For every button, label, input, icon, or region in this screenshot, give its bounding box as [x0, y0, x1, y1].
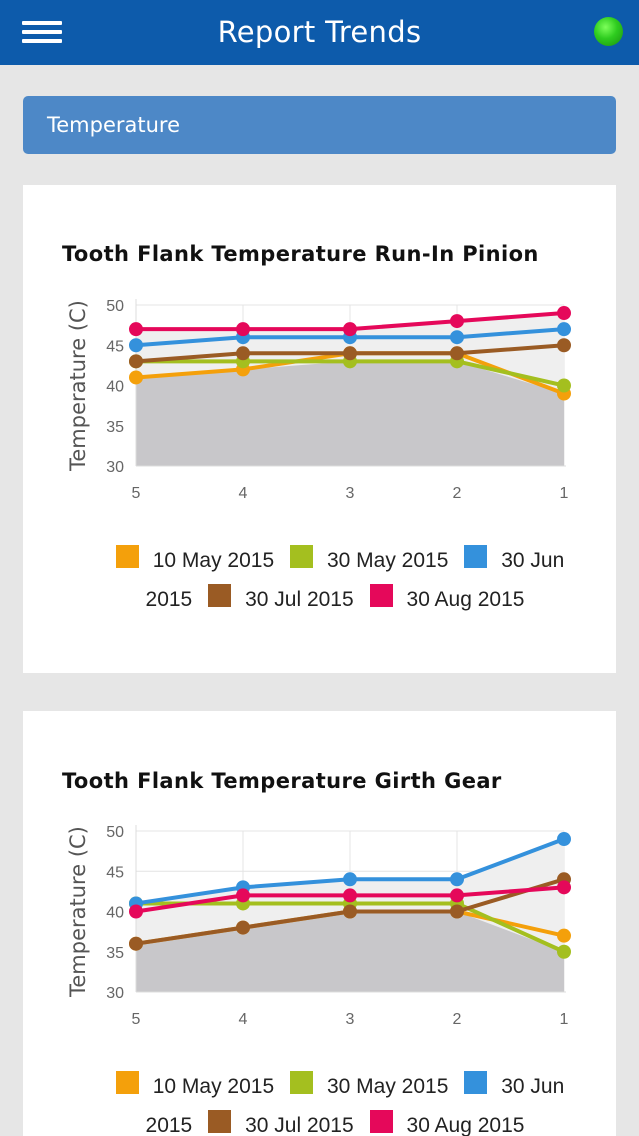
x-tick-label: 3	[346, 485, 355, 502]
data-point	[557, 944, 571, 959]
line-chart-run-in-pinion: 30 35 40 45 50 5 4 3 2 1 Temperature (C)	[66, 298, 571, 502]
data-point	[450, 904, 464, 919]
legend-item[interactable]: 10 May 2015	[106, 545, 275, 572]
data-point	[450, 346, 464, 361]
x-tick-label: 1	[560, 1011, 569, 1028]
y-axis-label: Temperature (C)	[66, 300, 90, 472]
x-tick-label: 5	[132, 485, 141, 502]
legend-swatch	[464, 545, 488, 568]
legend-swatch	[289, 1071, 313, 1094]
legend-item[interactable]: 10 May 2015	[106, 1071, 275, 1098]
connection-status-icon	[594, 17, 623, 46]
data-point	[557, 306, 571, 321]
x-tick-label: 2	[453, 485, 462, 502]
data-point	[129, 370, 143, 385]
x-tick-label: 4	[239, 1011, 248, 1028]
legend-label: 30 Aug 2015	[406, 588, 525, 611]
chart-title: Tooth Flank Temperature Girth Gear	[62, 769, 502, 793]
legend-item[interactable]: 30 Jun 2015	[145, 545, 565, 611]
y-tick-label: 40	[106, 905, 124, 922]
x-tick-label: 2	[453, 1011, 462, 1028]
y-tick-label: 30	[106, 459, 124, 476]
section-header-temperature[interactable]: Temperature	[23, 96, 616, 154]
data-point	[129, 338, 143, 353]
data-point	[129, 904, 143, 919]
data-point	[343, 888, 357, 903]
section-title: Temperature	[47, 113, 181, 137]
legend-swatch	[115, 1071, 139, 1094]
data-point	[450, 314, 464, 329]
chart-title: Tooth Flank Temperature Run-In Pinion	[62, 242, 539, 266]
data-point	[557, 378, 571, 393]
data-point	[557, 832, 571, 847]
legend-item[interactable]: 30 Aug 2015	[360, 584, 525, 611]
legend-label: 10 May 2015	[152, 549, 275, 572]
legend-label: 30 May 2015	[326, 549, 449, 572]
legend-label: 30 Jun 2015	[145, 1075, 565, 1136]
hamburger-menu-icon[interactable]	[22, 20, 62, 46]
chart-card-run-in-pinion: Tooth Flank Temperature Run-In Pinion 30…	[23, 185, 616, 673]
data-point	[129, 322, 143, 337]
data-point	[343, 322, 357, 337]
data-point	[557, 322, 571, 337]
legend-swatch	[115, 545, 139, 568]
x-tick-label: 5	[132, 1011, 141, 1028]
legend-label: 10 May 2015	[152, 1075, 275, 1098]
legend-swatch	[464, 1071, 488, 1094]
y-tick-label: 50	[106, 824, 124, 841]
y-tick-label: 30	[106, 985, 124, 1002]
x-tick-label: 1	[560, 485, 569, 502]
data-point	[450, 330, 464, 345]
legend-item[interactable]: 30 May 2015	[280, 1071, 449, 1098]
legend-label: 30 May 2015	[326, 1075, 449, 1098]
data-point	[236, 346, 250, 361]
legend-label: 30 Aug 2015	[406, 1114, 525, 1136]
legend-swatch	[369, 584, 393, 607]
data-point	[236, 888, 250, 903]
y-tick-label: 45	[106, 864, 124, 881]
legend-item[interactable]: 30 Jun 2015	[145, 1071, 565, 1136]
chart-card-girth-gear: Tooth Flank Temperature Girth Gear 30 35 4…	[23, 711, 616, 1136]
chart-legend: 10 May 2015 30 May 2015 30 Jun 2015 30 J…	[85, 541, 585, 619]
y-tick-label: 35	[106, 419, 124, 436]
area-lower	[136, 361, 564, 466]
data-point	[450, 888, 464, 903]
legend-label: 30 Jun 2015	[145, 549, 565, 611]
data-point	[557, 338, 571, 353]
legend-item[interactable]: 30 Aug 2015	[360, 1110, 525, 1136]
legend-label: 30 Jul 2015	[245, 588, 354, 611]
data-point	[557, 880, 571, 895]
data-point	[236, 920, 250, 935]
data-point	[343, 346, 357, 361]
y-tick-label: 40	[106, 379, 124, 396]
y-axis-label: Temperature (C)	[66, 826, 90, 998]
legend-swatch	[369, 1110, 393, 1133]
legend-label: 30 Jul 2015	[245, 1114, 354, 1136]
data-point	[557, 928, 571, 943]
legend-item[interactable]: 30 Jul 2015	[198, 584, 354, 611]
legend-swatch	[208, 584, 232, 607]
top-bar: Report Trends	[0, 0, 639, 65]
legend-swatch	[208, 1110, 232, 1133]
y-tick-label: 45	[106, 338, 124, 355]
data-point	[129, 936, 143, 951]
data-point	[343, 872, 357, 887]
y-tick-label: 35	[106, 945, 124, 962]
data-point	[450, 872, 464, 887]
legend-item[interactable]: 30 May 2015	[280, 545, 449, 572]
chart-legend: 10 May 2015 30 May 2015 30 Jun 2015 30 J…	[85, 1067, 585, 1136]
page-title: Report Trends	[217, 15, 422, 49]
data-point	[129, 354, 143, 369]
legend-swatch	[289, 545, 313, 568]
y-tick-label: 50	[106, 298, 124, 315]
legend-item[interactable]: 30 Jul 2015	[198, 1110, 354, 1136]
data-point	[343, 904, 357, 919]
line-chart-girth-gear: 30 35 40 45 50 5 4 3 2 1 Temperature (C)	[66, 824, 571, 1028]
data-point	[236, 322, 250, 337]
x-tick-label: 3	[346, 1011, 355, 1028]
x-tick-label: 4	[239, 485, 248, 502]
